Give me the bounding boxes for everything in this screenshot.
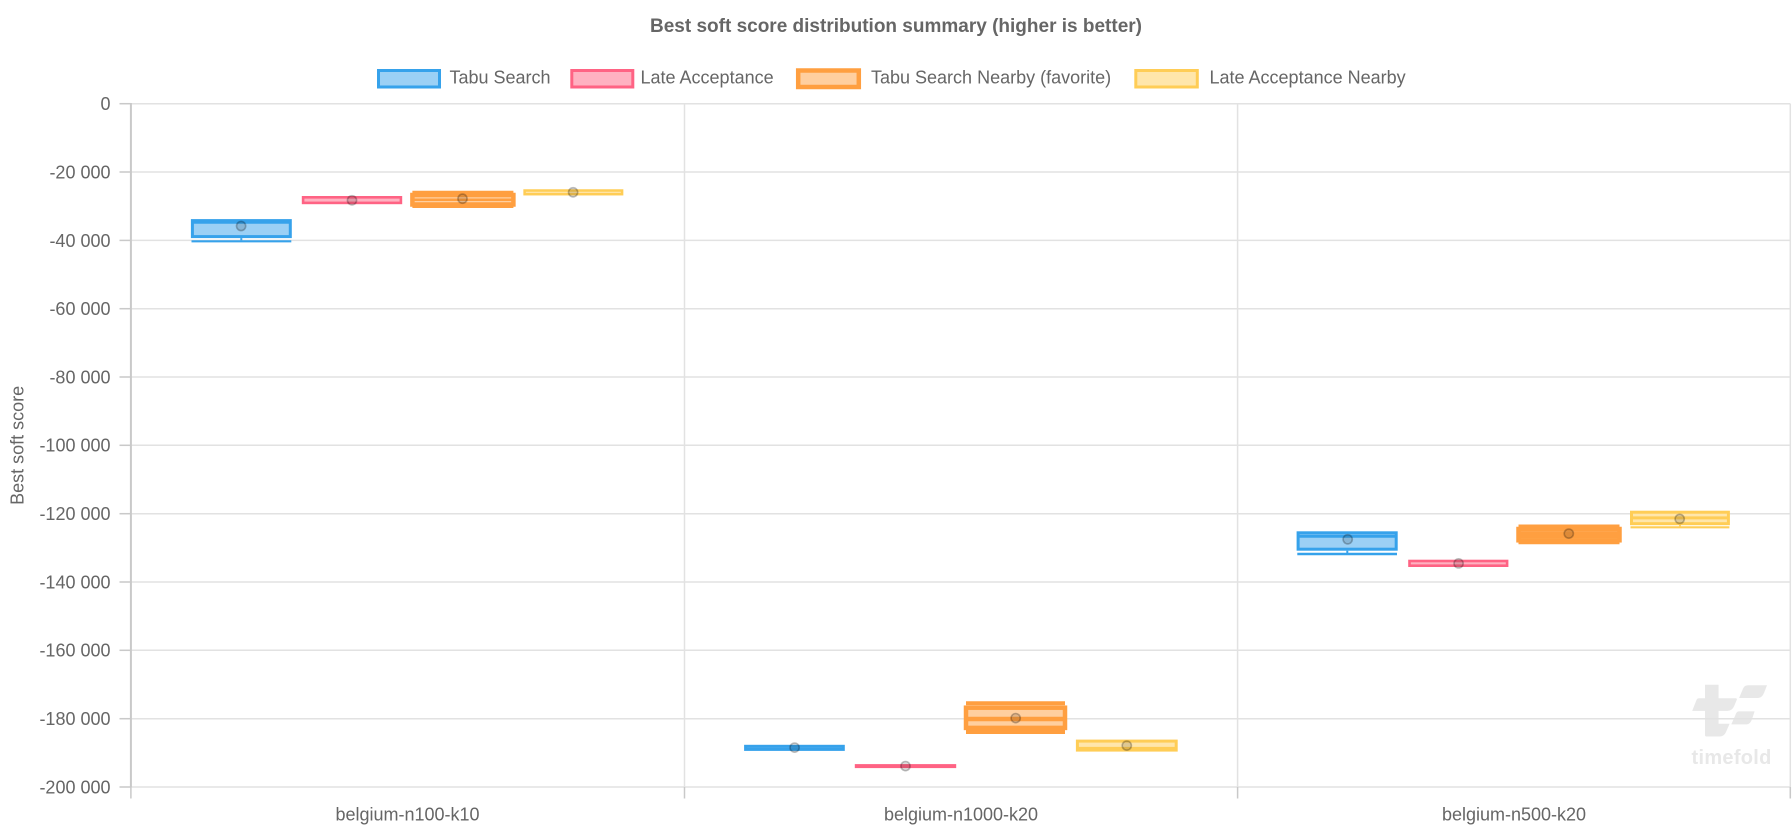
svg-text:-60 000: -60 000 — [49, 299, 110, 319]
svg-text:Best soft score: Best soft score — [8, 386, 28, 505]
svg-text:Late Acceptance: Late Acceptance — [641, 68, 774, 88]
svg-text:belgium-n500-k20: belgium-n500-k20 — [1442, 804, 1586, 824]
svg-text:belgium-n100-k10: belgium-n100-k10 — [335, 804, 479, 824]
svg-text:Tabu Search Nearby (favorite): Tabu Search Nearby (favorite) — [871, 68, 1111, 88]
svg-text:-200 000: -200 000 — [39, 777, 110, 797]
svg-text:-20 000: -20 000 — [49, 162, 110, 182]
svg-text:-140 000: -140 000 — [39, 572, 110, 592]
svg-text:Late Acceptance Nearby: Late Acceptance Nearby — [1210, 68, 1406, 88]
svg-text:timefold: timefold — [1692, 747, 1772, 769]
svg-text:Tabu Search: Tabu Search — [450, 68, 551, 88]
svg-text:-80 000: -80 000 — [49, 367, 110, 387]
svg-text:belgium-n1000-k20: belgium-n1000-k20 — [884, 804, 1038, 824]
svg-text:-180 000: -180 000 — [39, 709, 110, 729]
svg-text:0: 0 — [100, 94, 110, 114]
svg-text:-120 000: -120 000 — [39, 504, 110, 524]
svg-text:Best soft score distribution s: Best soft score distribution summary (hi… — [650, 16, 1142, 37]
svg-text:-100 000: -100 000 — [39, 436, 110, 456]
svg-text:-40 000: -40 000 — [49, 231, 110, 251]
svg-text:-160 000: -160 000 — [39, 641, 110, 661]
